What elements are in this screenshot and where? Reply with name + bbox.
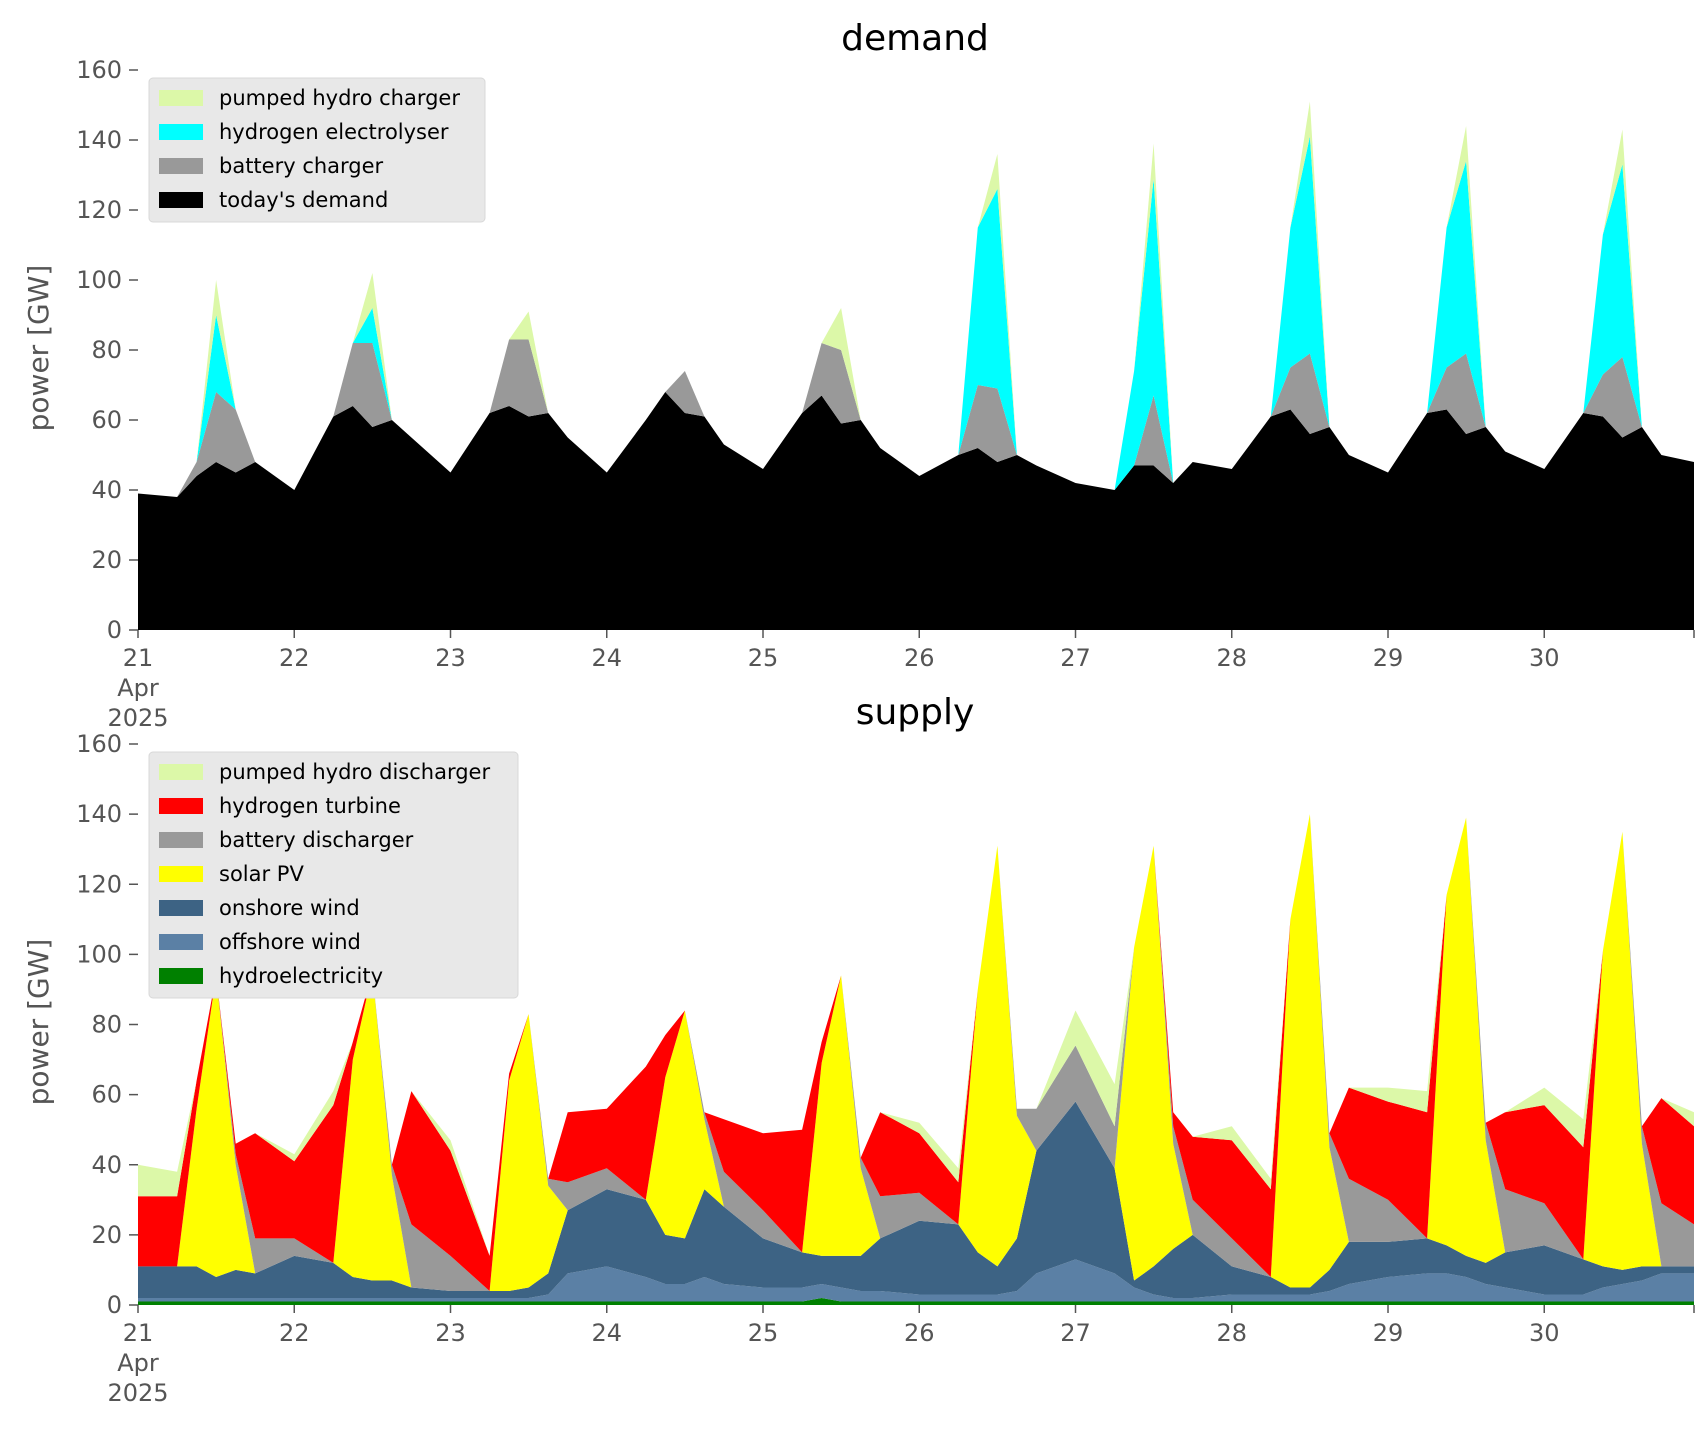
supply-xtick-label: 26 [904,1319,935,1347]
demand-area-today-s-demand [138,392,1694,630]
supply-xtick-label: 28 [1216,1319,1247,1347]
supply-y-axis: 0 20 40 60 80 100 120 140 160 [76,730,138,1319]
demand-ytick-label: 0 [107,616,122,644]
demand-y-axis: 0 20 40 60 80 100 120 140 160 [76,56,138,644]
supply-title: supply [856,692,975,733]
supply-legend-label-hydrogen-turbine: hydrogen turbine [219,794,401,818]
demand-legend-label-today-s-demand: today's demand [219,188,388,212]
demand-xtick-label: 21 [123,644,154,672]
supply-legend-swatch-solar-pv [159,866,203,882]
supply-ytick-label: 40 [91,1151,122,1179]
demand-legend-box [148,77,486,223]
demand-ytick-label: 100 [76,266,122,294]
demand-ytick-label: 20 [91,546,122,574]
demand-xtick-label: 23 [435,644,466,672]
demand-legend-label-battery-charger: battery charger [219,154,384,178]
supply-legend-swatch-offshore-wind [159,934,203,950]
demand-xtick-label: 29 [1373,644,1404,672]
supply-legend-box [148,751,519,999]
supply-xtick-label: 27 [1060,1319,1091,1347]
supply-legend-label-battery-discharger: battery discharger [219,828,414,852]
supply-legend-label-pumped-hydro-discharger: pumped hydro discharger [219,760,490,784]
supply-panel: supply power [GW] 020406080100120140160 … [22,692,1695,1407]
demand-ytick-label: 160 [76,56,122,84]
demand-xtick-label: 25 [748,644,779,672]
supply-ytick-label: 20 [91,1221,122,1249]
demand-areas [138,101,1694,630]
demand-ytick-label: 140 [76,126,122,154]
supply-xtick-month: Apr [117,1349,159,1377]
supply-area-onshore-wind [138,1101,1694,1298]
demand-ytick-label: 40 [91,476,122,504]
demand-area-battery-charger [138,339,1694,497]
supply-ytick-label: 0 [107,1291,122,1319]
supply-legend-swatch-battery-discharger [159,832,203,848]
demand-legend-swatch-pumped-hydro-charger [159,90,203,106]
supply-legend-swatch-hydrogen-turbine [159,798,203,814]
demand-xtick-label: 27 [1060,644,1091,672]
demand-xtick-label: 30 [1529,644,1560,672]
supply-legend-label-solar-pv: solar PV [219,862,304,886]
demand-ytick-label: 60 [91,406,122,434]
supply-xtick-label: 25 [748,1319,779,1347]
supply-ytick-label: 100 [76,940,122,968]
demand-title: demand [841,18,989,59]
supply-legend-swatch-hydroelectricity [159,968,203,984]
supply-areas [138,814,1694,1305]
demand-legend: pumped hydro charger hydrogen electrolyse… [148,77,486,223]
demand-ylabel: power [GW] [22,265,55,432]
demand-legend-label-pumped-hydro-charger: pumped hydro charger [219,86,460,110]
demand-legend-swatch-today-s-demand [159,192,203,208]
demand-xtick-label: 26 [904,644,935,672]
supply-xtick-label: 29 [1373,1319,1404,1347]
supply-ytick-label: 60 [91,1081,122,1109]
supply-ytick-label: 160 [76,730,122,758]
demand-xtick-label: 24 [591,644,622,672]
demand-legend-swatch-battery-charger [159,158,203,174]
demand-xtick-label: 22 [279,644,310,672]
demand-area-hydrogen-electrolyser [138,136,1694,497]
supply-xtick-label: 30 [1529,1319,1560,1347]
supply-ylabel: power [GW] [22,939,55,1106]
supply-legend-label-offshore-wind: offshore wind [219,930,361,954]
supply-xtick-label: 23 [435,1319,466,1347]
supply-legend-swatch-onshore-wind [159,900,203,916]
supply-legend: pumped hydro discharger hydrogen turbine b… [148,751,519,999]
supply-legend-label-hydroelectricity: hydroelectricity [219,964,383,988]
supply-xtick-year: 2025 [107,1379,168,1407]
demand-ytick-label: 120 [76,196,122,224]
supply-area-battery-discharger [138,814,1694,1291]
demand-panel: demand power [GW] 020406080100120140160 … [22,18,1695,732]
demand-ytick-label: 80 [91,336,122,364]
demand-legend-swatch-hydrogen-electrolyser [159,124,203,140]
supply-xtick-label: 24 [591,1319,622,1347]
supply-legend-label-onshore-wind: onshore wind [219,896,360,920]
supply-area-solar-pv [138,814,1694,1291]
supply-legend-swatch-pumped-hydro-discharger [159,764,203,780]
supply-ytick-label: 80 [91,1011,122,1039]
supply-xtick-label: 22 [279,1319,310,1347]
demand-xtick-label: 28 [1216,644,1247,672]
demand-xtick-year: 2025 [107,704,168,732]
supply-ytick-label: 120 [76,870,122,898]
demand-legend-label-hydrogen-electrolyser: hydrogen electrolyser [219,120,449,144]
supply-ytick-label: 140 [76,800,122,828]
supply-xtick-label: 21 [123,1319,154,1347]
supply-area-offshore-wind [138,1259,1694,1302]
demand-xtick-month: Apr [117,674,159,702]
